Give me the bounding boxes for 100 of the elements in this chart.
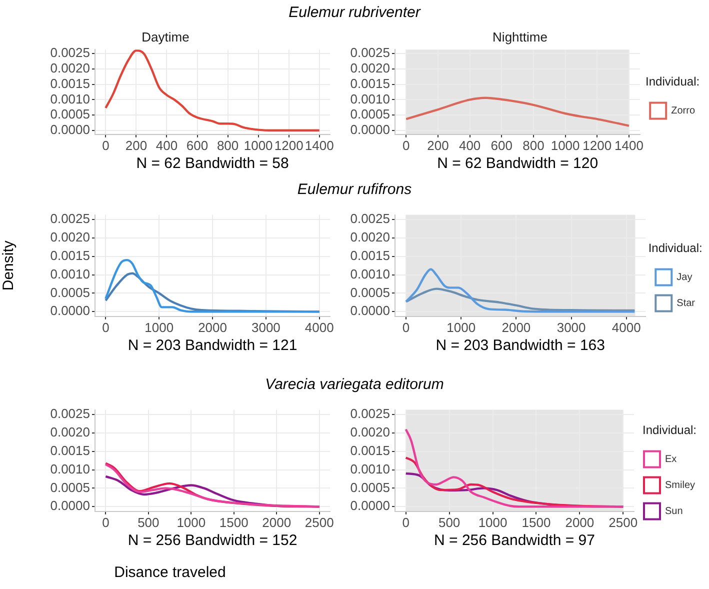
y-tick-label: 0.0015 — [350, 76, 390, 91]
x-tick-label: 500 — [438, 514, 460, 530]
y-tick-label: 0.0020 — [350, 230, 390, 245]
y-tick-label: 0.0025 — [50, 45, 90, 60]
y-tick-label: 0.0015 — [50, 442, 90, 458]
x-tick-label: 2500 — [608, 514, 638, 530]
line-series — [404, 268, 636, 313]
x-tick-label: 3000 — [556, 320, 586, 335]
y-tick-label: 0.0000 — [350, 122, 390, 137]
y-tick-label: 0.0010 — [50, 461, 90, 476]
x-tick-label: 800 — [216, 138, 239, 153]
x-axis-title: N = 256 Bandwidth = 152 — [128, 532, 298, 550]
x-tick-label: 1000 — [144, 320, 174, 335]
y-tick-label: 0.0000 — [350, 498, 390, 514]
text: Eulemur rufifrons — [296, 181, 413, 198]
y-tick-label: 0.0000 — [50, 498, 90, 514]
x-tick-label: 600 — [186, 138, 208, 153]
x-tick-label: 0 — [402, 138, 410, 153]
x-tick-label: 1500 — [219, 514, 248, 530]
x-tick-label: 2000 — [502, 320, 531, 335]
line-series — [405, 96, 630, 127]
x-tick-label: 1000 — [550, 138, 580, 153]
line-series — [104, 50, 320, 132]
y-tick-label: 0.0000 — [350, 303, 390, 318]
y-tick-label: 0.0005 — [350, 284, 390, 300]
line-series — [104, 258, 320, 313]
x-tick-label: 4000 — [612, 320, 641, 335]
text: Varecia variegata editorum — [264, 376, 445, 393]
x-tick-label: 4000 — [304, 320, 334, 335]
y-tick-label: 0.0015 — [350, 442, 390, 458]
y-tick-label: 0.0020 — [50, 230, 90, 245]
chart-title: Nighttime — [492, 29, 548, 44]
y-tick-label: 0.0025 — [350, 211, 390, 226]
text: Eulemur rubriventer — [288, 4, 422, 21]
y-tick-label: 0.0005 — [350, 480, 390, 495]
x-tick-label: 800 — [522, 138, 544, 153]
y-tick-label: 0.0020 — [350, 60, 390, 76]
x-tick-label: 2500 — [304, 514, 334, 530]
y-tick-label: 0.0000 — [50, 303, 90, 318]
x-tick-label: 1400 — [304, 138, 334, 153]
y-tick-label: 0.0005 — [50, 106, 90, 122]
y-tick-label: 0.0025 — [350, 406, 390, 422]
x-tick-label: 1000 — [244, 138, 273, 153]
x-tick-label: 0 — [102, 138, 110, 153]
text: Disance traveled — [113, 564, 227, 581]
x-axis-title: N = 62 Bandwidth = 120 — [437, 155, 598, 172]
legend-label: Smiley — [664, 480, 696, 491]
legend-label: Star — [676, 298, 696, 309]
x-tick-label: 400 — [156, 138, 178, 153]
x-tick-label: 2000 — [565, 514, 594, 530]
x-tick-label: 1200 — [582, 138, 612, 153]
x-tick-label: 1200 — [274, 138, 304, 153]
x-tick-label: 400 — [458, 138, 481, 153]
y-tick-label: 0.0010 — [350, 91, 390, 106]
y-tick-label: 0.0020 — [50, 60, 90, 76]
line-series — [404, 428, 624, 508]
x-tick-label: 1000 — [478, 514, 508, 530]
x-tick-label: 1000 — [176, 514, 206, 530]
y-tick-label: 0.0020 — [350, 424, 390, 440]
x-axis-title: N = 62 Bandwidth = 58 — [136, 155, 289, 172]
x-tick-label: 2000 — [198, 320, 227, 335]
y-tick-label: 0.0000 — [50, 122, 90, 137]
y-tick-label: 0.0015 — [350, 248, 390, 263]
legend-title: Individual: — [642, 423, 697, 438]
x-tick-label: 1400 — [614, 138, 644, 153]
legend-title: Individual: — [648, 241, 702, 256]
y-tick-label: 0.0020 — [50, 424, 90, 440]
y-tick-label: 0.0025 — [50, 211, 90, 226]
x-tick-label: 0 — [102, 514, 110, 530]
legend-label: Zorro — [671, 105, 696, 116]
chart-title: Daytime — [142, 29, 190, 44]
x-tick-label: 500 — [138, 514, 160, 530]
y-axis-title: Density — [0, 240, 18, 291]
x-axis-title: N = 203 Bandwidth = 163 — [436, 337, 605, 354]
y-tick-label: 0.0005 — [350, 106, 390, 122]
y-tick-label: 0.0010 — [350, 266, 390, 282]
y-tick-label: 0.0010 — [350, 461, 390, 476]
x-tick-label: 1000 — [446, 320, 476, 335]
line-series — [404, 288, 636, 312]
x-tick-label: 0 — [102, 320, 110, 335]
legend-label: Sun — [664, 506, 683, 517]
y-tick-label: 0.0015 — [50, 248, 90, 263]
x-tick-label: 0 — [402, 514, 410, 530]
x-tick-label: 200 — [427, 138, 449, 153]
legend-label: Ex — [664, 454, 677, 465]
x-tick-label: 600 — [490, 138, 512, 153]
x-tick-label: 2000 — [262, 514, 292, 530]
y-tick-label: 0.0010 — [50, 266, 90, 282]
x-axis-title: N = 203 Bandwidth = 121 — [128, 337, 298, 354]
y-tick-label: 0.0025 — [50, 406, 90, 422]
legend-label: Jay — [676, 272, 692, 283]
y-tick-label: 0.0015 — [50, 76, 90, 91]
x-tick-label: 1500 — [522, 514, 551, 530]
y-tick-label: 0.0005 — [50, 284, 90, 300]
y-tick-label: 0.0005 — [50, 480, 90, 495]
y-tick-label: 0.0025 — [350, 45, 390, 60]
x-tick-label: 3000 — [251, 320, 280, 335]
x-axis-title: N = 256 Bandwidth = 97 — [434, 532, 595, 550]
y-tick-label: 0.0010 — [50, 91, 90, 106]
x-tick-label: 200 — [125, 138, 148, 153]
